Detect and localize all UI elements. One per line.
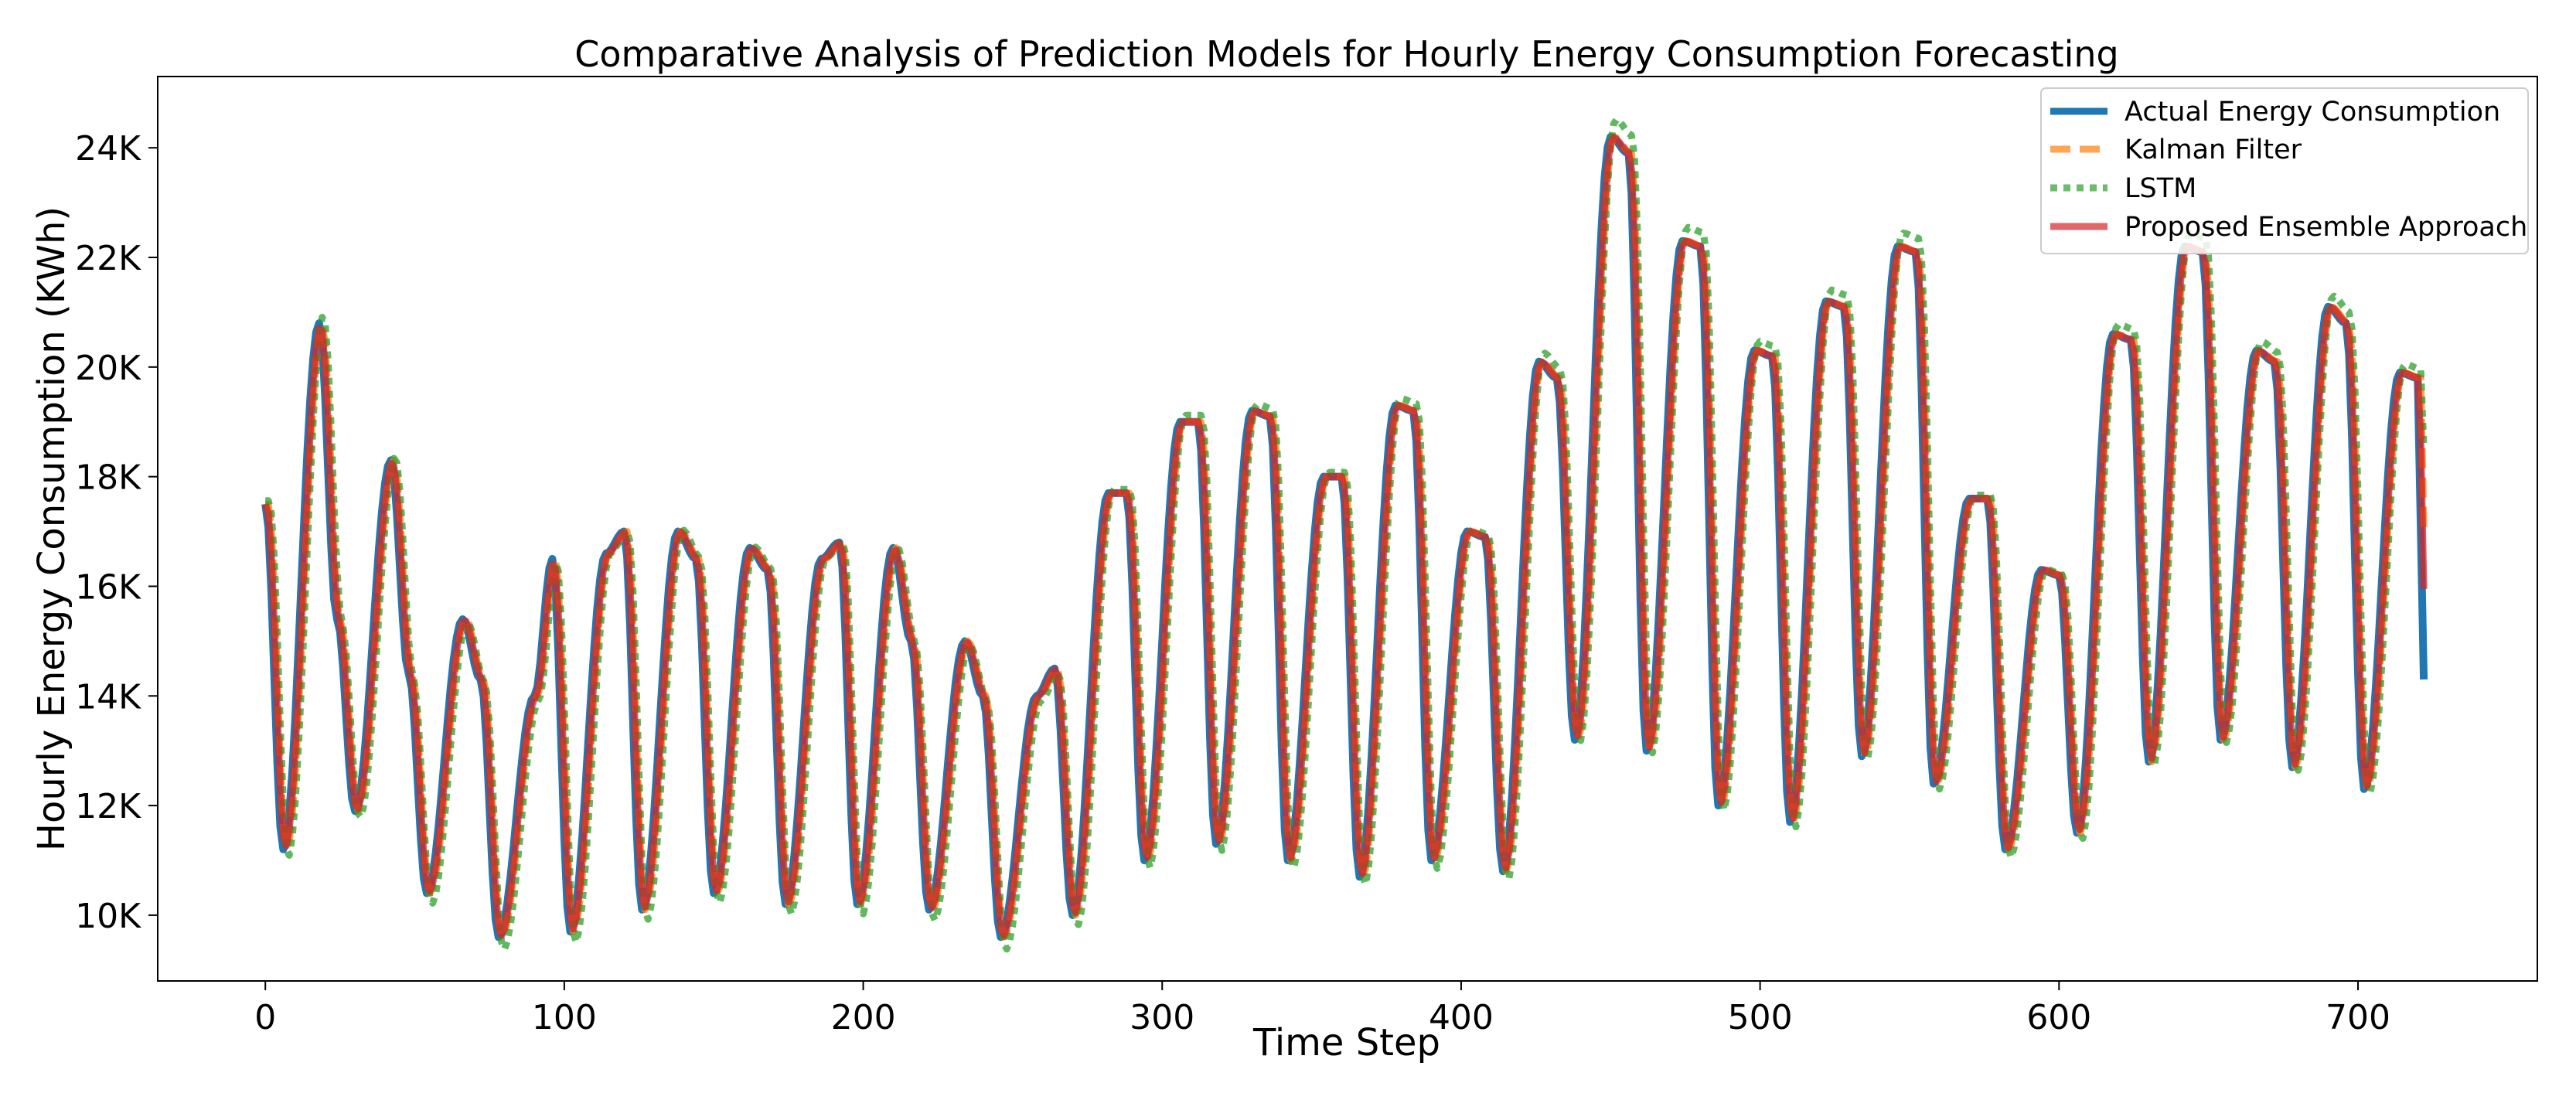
y-tick-label: 20K <box>75 349 141 388</box>
series-layer <box>261 116 2428 953</box>
x-tick-label: 700 <box>2326 998 2390 1037</box>
legend: Actual Energy Consumption Kalman Filter … <box>2040 87 2529 254</box>
legend-label-kalman: Kalman Filter <box>2125 135 2302 165</box>
x-tick-label: 500 <box>1728 998 1793 1037</box>
y-tick-label: 18K <box>75 458 141 498</box>
x-tick-label: 400 <box>1429 998 1494 1037</box>
legend-label-ensemble: Proposed Ensemble Approach <box>2125 212 2527 243</box>
plot-frame <box>157 76 2538 982</box>
y-tick-label: 12K <box>75 787 141 826</box>
y-tick-label: 14K <box>75 677 141 717</box>
y-tick-label: 16K <box>75 567 141 607</box>
x-axis: 0 100 200 300 400 500 600 700 <box>254 981 2390 1037</box>
x-tick-label: 600 <box>2026 998 2091 1037</box>
x-tick-label: 200 <box>831 998 896 1037</box>
x-tick-label: 0 <box>254 998 276 1037</box>
y-axis-title: Hourly Energy Consumption (KWh) <box>30 206 73 851</box>
legend-box <box>2040 87 2529 254</box>
series-line-proposed-ensemble-approach <box>261 134 2428 939</box>
chart-title: Comparative Analysis of Prediction Model… <box>574 33 2119 75</box>
y-tick-label: 10K <box>75 897 141 936</box>
y-tick-label: 22K <box>75 239 141 278</box>
legend-label-actual: Actual Energy Consumption <box>2125 97 2500 128</box>
y-axis: 10K 12K 14K 16K 18K 20K 22K 24K <box>75 129 158 936</box>
x-tick-label: 100 <box>532 998 597 1037</box>
legend-label-lstm: LSTM <box>2125 173 2196 204</box>
y-tick-label: 24K <box>75 129 141 169</box>
x-axis-title: Time Step <box>1252 1021 1440 1064</box>
x-tick-label: 300 <box>1130 998 1194 1037</box>
